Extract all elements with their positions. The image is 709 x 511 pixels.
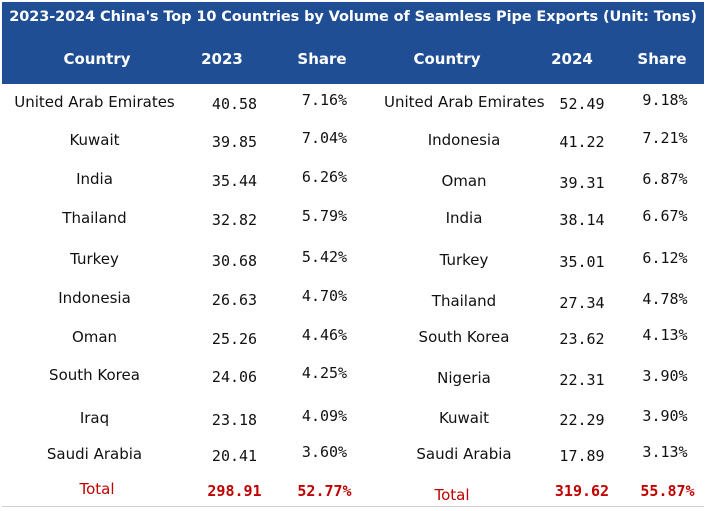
country-2023-cell: Indonesia bbox=[58, 289, 131, 307]
share-2023-cell: 6.26% bbox=[301, 168, 348, 186]
total-value-2024: 319.62 bbox=[554, 482, 610, 500]
table-title: 2023-2024 China's Top 10 Countries by Vo… bbox=[9, 9, 697, 25]
value-2024-cell: 23.62 bbox=[559, 330, 605, 348]
country-2024-cell: India bbox=[445, 209, 483, 227]
country-2023-cell: Thailand bbox=[62, 209, 127, 227]
header-year-2024: 2024 bbox=[551, 50, 593, 68]
country-2024-cell: Kuwait bbox=[438, 409, 490, 427]
value-2024-cell: 52.49 bbox=[559, 95, 605, 113]
share-2023-cell: 4.70% bbox=[301, 287, 348, 305]
share-2023-cell: 4.09% bbox=[301, 407, 348, 425]
table-header: 2023-2024 China's Top 10 Countries by Vo… bbox=[2, 2, 704, 84]
table-body: United Arab Emirates 40.58 7.16% Kuwait 39.8… bbox=[2, 84, 704, 504]
table-bottom-border bbox=[2, 506, 704, 507]
value-2023-cell: 35.44 bbox=[211, 172, 258, 190]
share-2024-cell: 4.13% bbox=[642, 326, 688, 344]
value-2023-cell: 40.58 bbox=[211, 95, 258, 113]
value-2024-cell: 38.14 bbox=[559, 211, 605, 229]
share-2023-cell: 5.42% bbox=[301, 248, 348, 266]
share-2024-cell: 3.90% bbox=[642, 367, 688, 385]
country-2024-cell: Oman bbox=[441, 172, 487, 190]
header-share-2023: Share bbox=[297, 50, 347, 68]
country-2024-cell: Turkey bbox=[439, 251, 489, 269]
share-2024-cell: 9.18% bbox=[642, 91, 688, 109]
country-2024-cell: Thailand bbox=[431, 292, 497, 310]
value-2023-cell: 24.06 bbox=[211, 368, 258, 386]
value-2024-cell: 39.31 bbox=[559, 174, 605, 192]
total-label-2024: Total bbox=[434, 486, 470, 504]
header-country-2024: Country bbox=[413, 50, 481, 68]
share-2023-cell: 3.60% bbox=[301, 443, 348, 461]
total-share-2024: 55.87% bbox=[640, 482, 695, 500]
value-2023-cell: 32.82 bbox=[211, 211, 258, 229]
share-2023-cell: 7.04% bbox=[301, 129, 348, 147]
country-2023-cell: India bbox=[76, 170, 113, 188]
total-label-2023: Total bbox=[79, 480, 115, 498]
header-share-2024: Share bbox=[637, 50, 687, 68]
country-2024-cell: Nigeria bbox=[437, 369, 491, 387]
value-2024-cell: 35.01 bbox=[559, 253, 605, 271]
share-2024-cell: 6.67% bbox=[642, 207, 688, 225]
value-2023-cell: 30.68 bbox=[211, 252, 258, 270]
value-2023-cell: 23.18 bbox=[211, 411, 258, 429]
share-2023-cell: 7.16% bbox=[301, 91, 348, 109]
country-2023-cell: Saudi Arabia bbox=[46, 445, 143, 463]
country-2023-cell: Kuwait bbox=[69, 131, 120, 149]
share-2024-cell: 3.13% bbox=[642, 443, 688, 461]
country-2024-cell: United Arab Emirates bbox=[384, 93, 545, 111]
value-2024-cell: 41.22 bbox=[559, 133, 605, 151]
share-2023-cell: 4.46% bbox=[301, 326, 348, 344]
share-2023-cell: 4.25% bbox=[301, 364, 348, 382]
share-2024-cell: 3.90% bbox=[642, 407, 688, 425]
value-2023-cell: 25.26 bbox=[211, 330, 258, 348]
share-2024-cell: 7.21% bbox=[642, 129, 688, 147]
value-2023-cell: 39.85 bbox=[211, 133, 258, 151]
header-country-2023: Country bbox=[63, 50, 131, 68]
share-2023-cell: 5.79% bbox=[301, 207, 348, 225]
country-2024-cell: Indonesia bbox=[427, 131, 501, 149]
share-2024-cell: 6.12% bbox=[642, 249, 688, 267]
header-year-2023: 2023 bbox=[201, 50, 243, 68]
value-2024-cell: 27.34 bbox=[559, 294, 605, 312]
country-2023-cell: Turkey bbox=[70, 250, 119, 268]
total-share-2023: 52.77% bbox=[297, 482, 352, 500]
value-2023-cell: 20.41 bbox=[211, 447, 258, 465]
country-2024-cell: South Korea bbox=[418, 328, 510, 346]
country-2023-cell: Iraq bbox=[79, 409, 110, 427]
value-2023-cell: 26.63 bbox=[211, 291, 258, 309]
country-2024-cell: Saudi Arabia bbox=[416, 445, 512, 463]
country-2023-cell: South Korea bbox=[49, 366, 140, 384]
share-2024-cell: 6.87% bbox=[642, 170, 688, 188]
value-2024-cell: 22.29 bbox=[559, 411, 605, 429]
share-2024-cell: 4.78% bbox=[642, 290, 688, 308]
value-2024-cell: 17.89 bbox=[559, 447, 605, 465]
country-2023-cell: United Arab Emirates bbox=[14, 93, 175, 111]
total-value-2023: 298.91 bbox=[207, 482, 262, 500]
value-2024-cell: 22.31 bbox=[559, 371, 605, 389]
country-2023-cell: Oman bbox=[71, 328, 118, 346]
